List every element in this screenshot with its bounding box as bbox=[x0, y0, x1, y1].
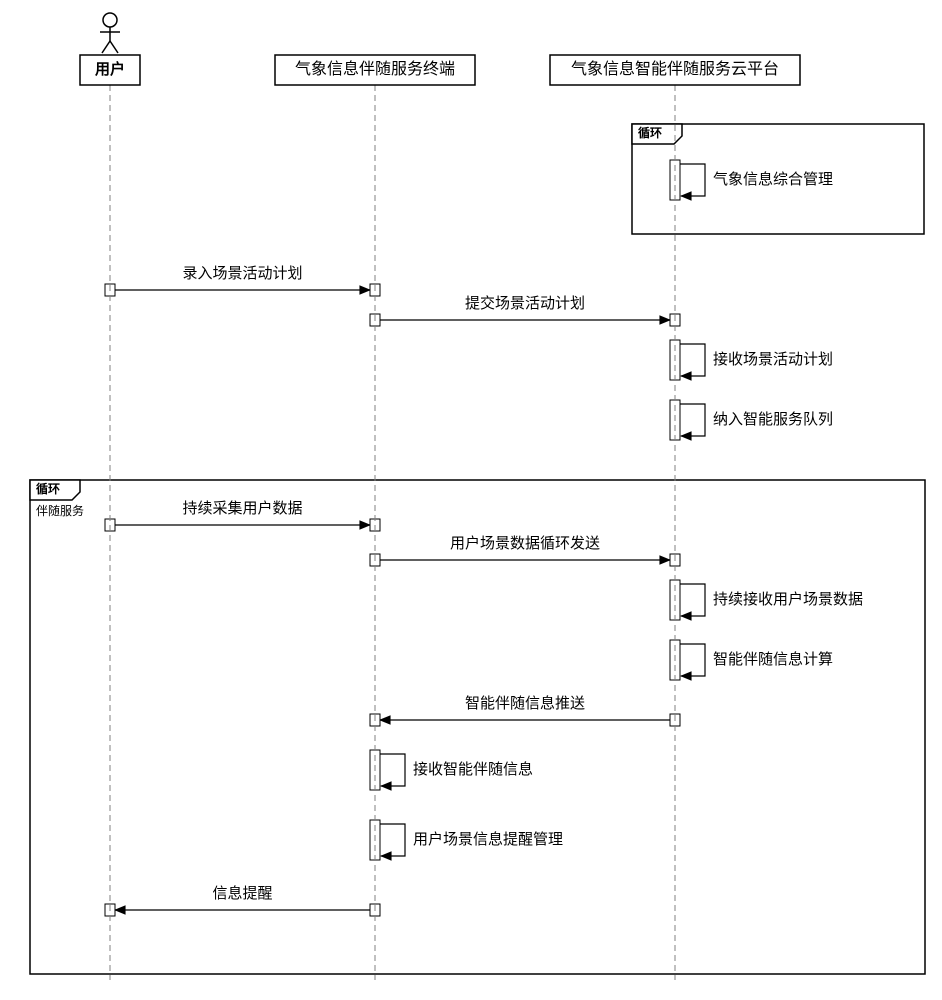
loop-frame: 循环伴随服务 bbox=[30, 480, 925, 974]
message-label: 接收智能伴随信息 bbox=[413, 760, 533, 778]
message-label: 持续采集用户数据 bbox=[182, 500, 302, 517]
lifeline-label: 用户 bbox=[95, 60, 125, 78]
lifeline-user: 用户 bbox=[80, 13, 140, 980]
message-label: 持续接收用户场景数据 bbox=[713, 591, 863, 608]
message: 接收智能伴随信息 bbox=[370, 750, 533, 790]
message: 用户场景信息提醒管理 bbox=[370, 820, 563, 860]
message-label: 提交场景活动计划 bbox=[465, 294, 585, 312]
message: 信息提醒 bbox=[105, 885, 380, 916]
message-label: 智能伴随信息推送 bbox=[465, 694, 585, 712]
message-label: 智能伴随信息计算 bbox=[713, 650, 833, 668]
message: 录入场景活动计划 bbox=[105, 265, 380, 296]
message: 持续接收用户场景数据 bbox=[670, 580, 863, 620]
message: 纳入智能服务队列 bbox=[670, 400, 833, 440]
message: 用户场景数据循环发送 bbox=[370, 535, 680, 566]
message-label: 录入场景活动计划 bbox=[182, 265, 302, 282]
message: 提交场景活动计划 bbox=[370, 294, 680, 326]
message-label: 用户场景信息提醒管理 bbox=[413, 831, 563, 848]
message: 气象信息综合管理 bbox=[670, 160, 833, 200]
message: 智能伴随信息计算 bbox=[670, 640, 833, 680]
message-label: 气象信息综合管理 bbox=[713, 171, 833, 188]
message-label: 接收场景活动计划 bbox=[713, 351, 833, 368]
message: 持续采集用户数据 bbox=[105, 500, 380, 531]
message: 智能伴随信息推送 bbox=[370, 694, 680, 726]
lifeline-label: 气象信息伴随服务终端 bbox=[295, 60, 455, 78]
message-label: 用户场景数据循环发送 bbox=[450, 535, 600, 552]
frame-tab-label: 循环 bbox=[36, 481, 60, 496]
frame-tab-label: 循环 bbox=[638, 125, 662, 140]
message-label: 纳入智能服务队列 bbox=[713, 410, 833, 428]
message: 接收场景活动计划 bbox=[670, 340, 833, 380]
lifeline-label: 气象信息智能伴随服务云平台 bbox=[571, 60, 779, 78]
sequence-diagram: 循环循环伴随服务气象信息综合管理录入场景活动计划提交场景活动计划接收场景活动计划… bbox=[0, 0, 942, 1000]
frame-sublabel: 伴随服务 bbox=[36, 503, 84, 518]
actor-icon bbox=[100, 13, 120, 53]
message-label: 信息提醒 bbox=[212, 885, 272, 902]
